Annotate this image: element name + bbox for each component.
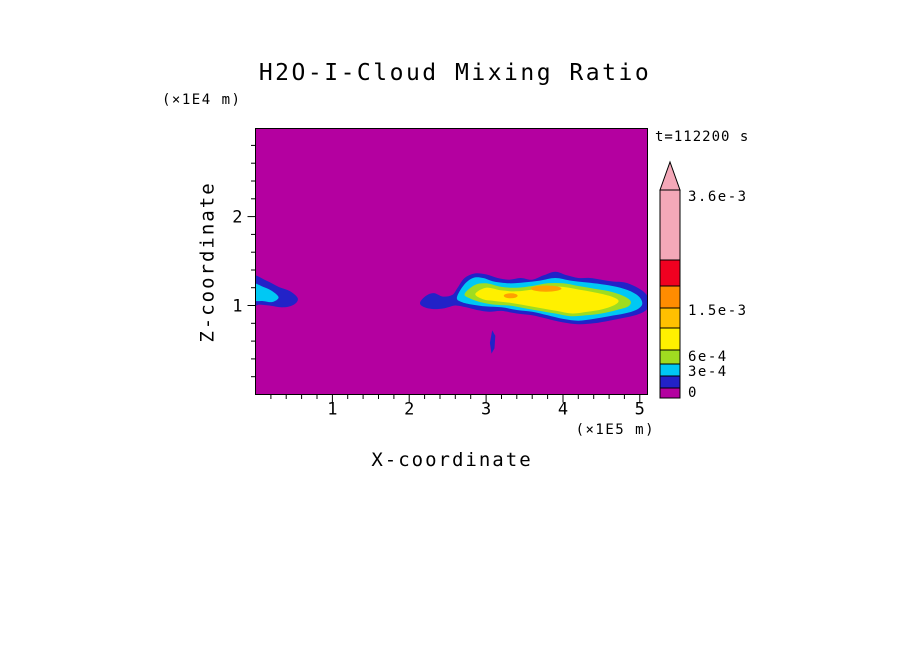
colorbar-label-0: 3.6e-3 [688,189,748,205]
colorbar-segment-6 [659,363,681,377]
x-tick-labels: 1 2 3 4 5 [327,400,645,420]
x-tick-label-1: 2 [404,400,414,420]
wisp-feature [489,330,496,354]
colorbar-label-1: 1.5e-3 [688,303,748,319]
chart-title: H2O-I-Cloud Mixing Ratio [258,60,652,86]
y-tick-labels: 12 [232,208,242,317]
plot-background [255,128,648,395]
y-axis-unit-label: (×1E4 m) [162,92,242,108]
plot-frame [255,128,648,395]
small-cloud-core [255,283,279,303]
colorbar-label-3: 3e-4 [688,364,728,380]
colorbar-label-4: 0 [688,385,698,401]
x-tick-label-2: 3 [481,400,491,420]
time-annotation: t=112200 s [655,129,750,145]
colorbar-segment-5 [659,349,681,365]
y-tick-label-0: 1 [232,297,242,317]
axis-ticks [247,144,641,403]
colorbar-label-2: 6e-4 [688,349,728,365]
main-cloud-yellow [475,286,619,314]
colorbar-segment-2 [659,285,681,309]
colorbar-arrow [659,160,681,191]
x-axis-title: X-coordinate [371,449,533,471]
x-tick-label-4: 5 [635,400,645,420]
x-tick-label-0: 1 [327,400,337,420]
contour-layers [255,271,648,354]
colorbar-segment-8 [659,387,681,399]
x-axis-unit-label: (×1E5 m) [575,422,655,438]
main-cloud-orange-1 [530,285,562,292]
y-tick-label-1: 2 [232,208,242,228]
colorbar-segment-0 [659,189,681,261]
main-cloud-orange-2 [503,293,518,299]
colorbar-segment-1 [659,259,681,287]
x-tick-label-3: 4 [558,400,568,420]
colorbar-segment-7 [659,375,681,389]
colorbar-segment-4 [659,327,681,351]
colorbar: 3.6e-3 1.5e-3 6e-43e-4 0 [659,160,748,401]
colorbar-segment-3 [659,307,681,329]
